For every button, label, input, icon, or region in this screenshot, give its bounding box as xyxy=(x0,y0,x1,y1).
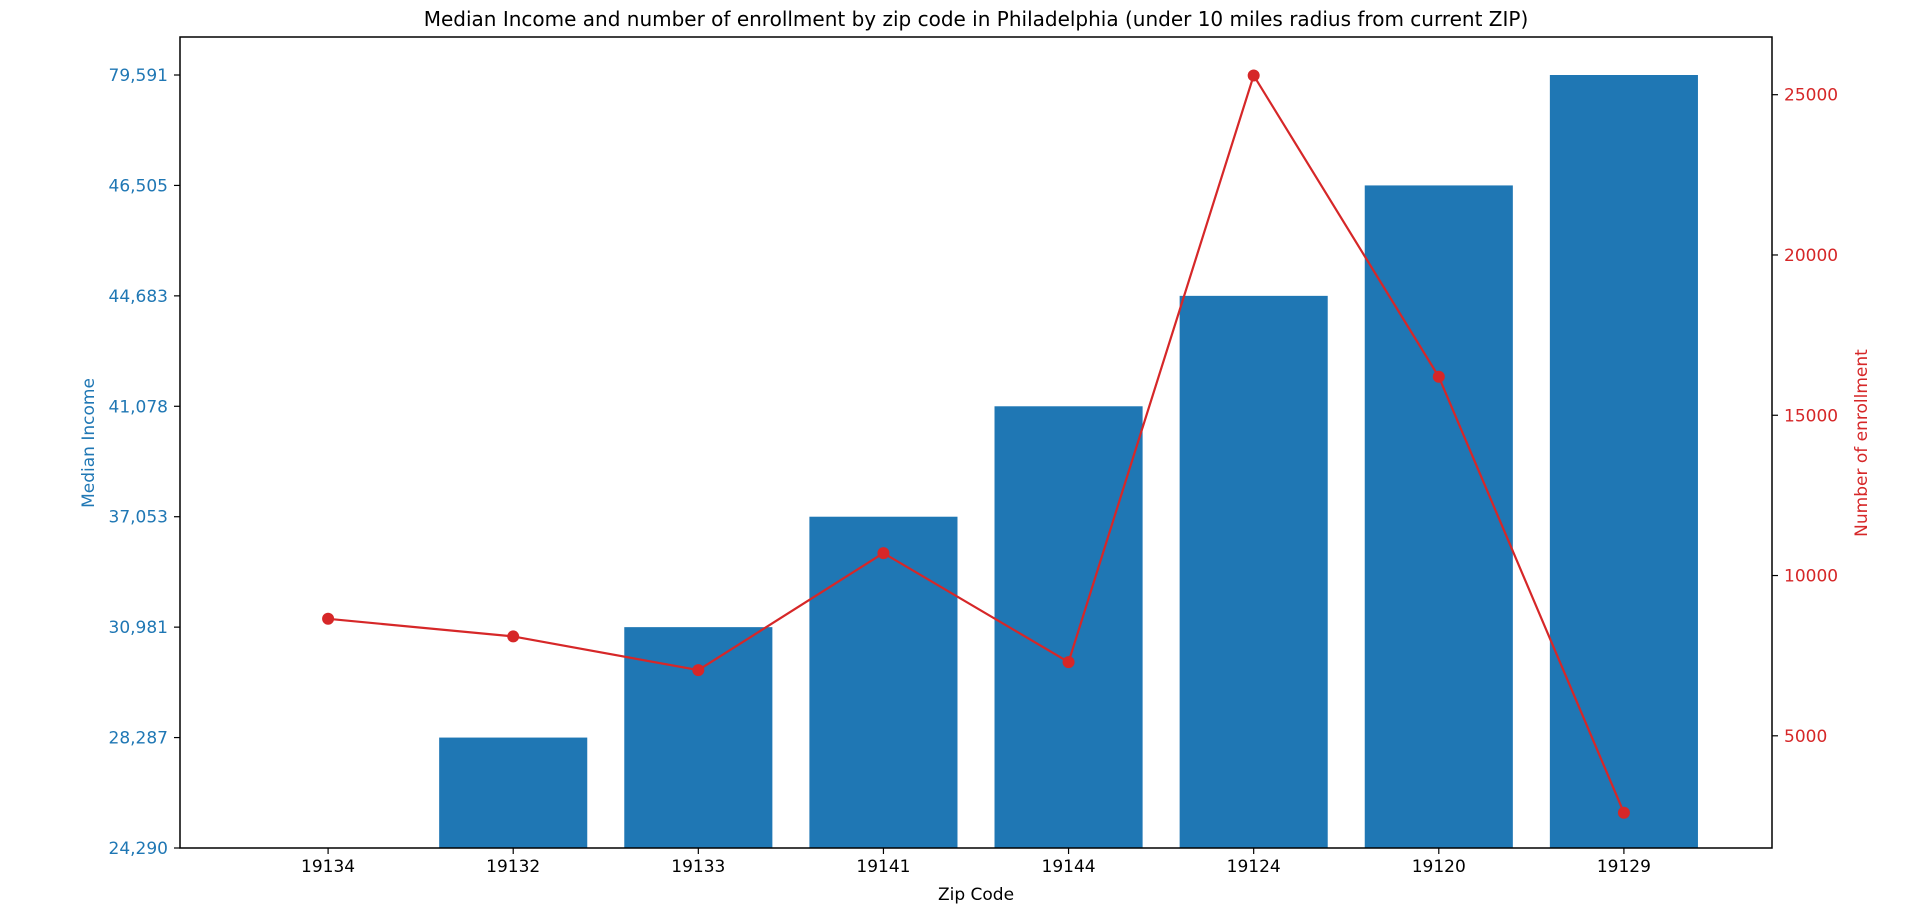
enrollment-line-group xyxy=(322,69,1630,819)
x-tick-label-19124: 19124 xyxy=(1227,857,1281,877)
bar-19133 xyxy=(624,627,773,848)
enrollment-point-19124 xyxy=(1247,69,1260,82)
y-axis-label-left: Median Income xyxy=(79,378,99,508)
enrollment-point-19144 xyxy=(1062,656,1075,669)
enrollment-point-19120 xyxy=(1432,370,1445,383)
x-tick-label-19132: 19132 xyxy=(486,857,540,877)
y-tick-label-37,053: 37,053 xyxy=(109,508,168,528)
bar-19124 xyxy=(1179,295,1328,848)
enrollment-point-19133 xyxy=(692,664,705,677)
bar-19141 xyxy=(809,516,958,848)
enrollment-line xyxy=(327,72,1625,814)
y2-tick-label-20000: 20000 xyxy=(1784,246,1838,266)
y-tick-label-28,287: 28,287 xyxy=(109,729,168,749)
plot-frame xyxy=(179,36,1773,849)
bar-19120 xyxy=(1364,185,1513,848)
y2-tick-label-10000: 10000 xyxy=(1784,567,1838,587)
bars-group xyxy=(439,75,1698,848)
y-tick-label-46,505: 46,505 xyxy=(109,176,168,196)
y-tick-label-41,078: 41,078 xyxy=(109,397,168,417)
bar-19144 xyxy=(994,406,1143,848)
x-tick-label-19120: 19120 xyxy=(1412,857,1466,877)
x-tick-label-19141: 19141 xyxy=(856,857,910,877)
enrollment-point-19141 xyxy=(877,547,890,560)
x-tick-label-19129: 19129 xyxy=(1597,857,1651,877)
bar-19129 xyxy=(1549,75,1698,848)
x-axis: 19134 19132 19133 19141 19144 19124 19120 19129 xyxy=(301,848,1651,877)
y2-tick-label-15000: 15000 xyxy=(1784,406,1838,426)
x-axis-label: Zip Code xyxy=(938,885,1014,905)
y-tick-label-30,981: 30,981 xyxy=(109,618,168,638)
enrollment-point-19132 xyxy=(507,630,520,643)
y2-tick-label-25000: 25000 xyxy=(1784,86,1838,106)
y-tick-label-79,591: 79,591 xyxy=(109,66,168,86)
bar-19132 xyxy=(439,737,588,848)
y-axis-right: 5000 10000 15000 20000 25000 xyxy=(1772,86,1838,747)
y2-tick-label-5000: 5000 xyxy=(1784,727,1827,747)
y-axis-left: 24,290 28,287 30,981 37,053 41,078 44,683 46,5… xyxy=(109,66,180,859)
x-tick-label-19134: 19134 xyxy=(301,857,355,877)
y-tick-label-24,290: 24,290 xyxy=(109,839,168,859)
x-tick-label-19144: 19144 xyxy=(1042,857,1096,877)
x-tick-label-19133: 19133 xyxy=(671,857,725,877)
enrollment-point-19129 xyxy=(1617,806,1630,819)
enrollment-point-19134 xyxy=(322,612,335,625)
y-tick-label-44,683: 44,683 xyxy=(109,287,168,307)
chart-title: Median Income and number of enrollment b… xyxy=(424,7,1529,31)
y-axis-label-right: Number of enrollment xyxy=(1852,349,1872,537)
